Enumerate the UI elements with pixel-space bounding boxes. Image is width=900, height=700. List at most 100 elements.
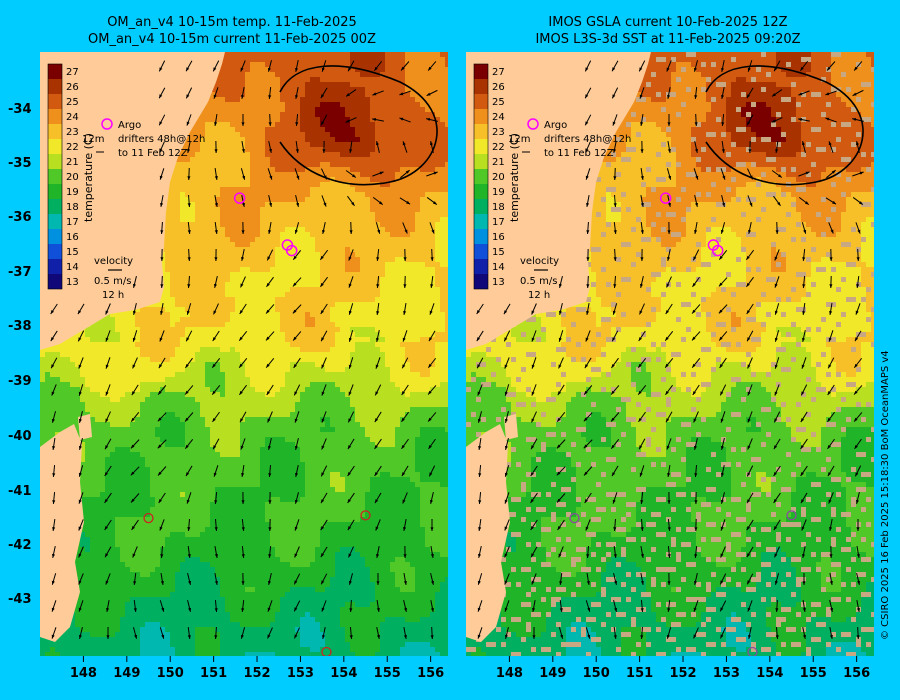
colorbar-tick-label: 24 bbox=[66, 112, 79, 123]
longitude-label: 152 bbox=[669, 666, 696, 681]
left-title-line1: OM_an_v4 10-15m temp. 11-Feb-2025 bbox=[107, 15, 357, 30]
longitude-label: 156 bbox=[843, 666, 870, 681]
colorbar-tick-label: 26 bbox=[492, 82, 505, 93]
latitude-label: -35 bbox=[8, 156, 32, 171]
left-panel-title: OM_an_v4 10-15m temp. 11-Feb-2025 OM_an_… bbox=[22, 14, 442, 48]
velocity-key-time: 12 h bbox=[528, 290, 550, 301]
colorbar-tick-label: 23 bbox=[492, 127, 505, 138]
right-panel-title: IMOS GSLA current 10-Feb-2025 12Z IMOS L… bbox=[458, 14, 878, 48]
satellite-sst-map[interactable]: 27 26 25 24 23 22 21 20 19 18 17 16 15 14 13 temperatur… bbox=[466, 52, 876, 658]
drifter-marker[interactable] bbox=[786, 510, 797, 521]
left-title-line2: OM_an_v4 10-15m current 11-Feb-2025 00Z bbox=[88, 32, 376, 47]
longitude-label: 148 bbox=[70, 666, 97, 681]
longitude-label: 156 bbox=[417, 666, 444, 681]
legend-depth-label: 12m bbox=[508, 134, 530, 145]
colorbar-tick-label: 13 bbox=[66, 277, 79, 288]
model-temperature-map[interactable]: 27 26 25 24 23 22 21 20 19 18 17 16 15 14 13 temperatur… bbox=[40, 52, 450, 658]
colorbar-tick-label: 20 bbox=[492, 172, 505, 183]
colorbar-tick-label: 22 bbox=[66, 142, 79, 153]
right-map-panel: 27 26 25 24 23 22 21 20 19 18 17 16 15 14 13 temperatur… bbox=[466, 52, 876, 660]
credit-text: © CSIRO 2025 16 Feb 2025 15:18:30 BoM Oc… bbox=[880, 350, 891, 640]
longitude-label: 155 bbox=[800, 666, 827, 681]
longitude-label: 152 bbox=[243, 666, 270, 681]
colorbar-tick-label: 20 bbox=[66, 172, 79, 183]
colorbar-tick-label: 24 bbox=[492, 112, 505, 123]
argo-float-marker[interactable] bbox=[659, 192, 672, 204]
right-title-line2: IMOS L3S-3d SST at 11-Feb-2025 09:20Z bbox=[535, 32, 801, 47]
drifter-marker[interactable] bbox=[143, 512, 154, 524]
colorbar-tick-label: 21 bbox=[66, 157, 79, 168]
argo-float-marker[interactable] bbox=[233, 192, 246, 204]
island bbox=[504, 414, 518, 440]
eddy-streamline bbox=[279, 65, 438, 186]
eddy-streamline bbox=[705, 65, 864, 186]
colorbar-tick-label: 15 bbox=[66, 247, 79, 258]
colorbar-tick-label: 18 bbox=[492, 202, 505, 213]
colorbar-tick-label: 18 bbox=[66, 202, 79, 213]
left-map-panel: 27 26 25 24 23 22 21 20 19 18 17 16 15 14 13 temperatur… bbox=[40, 52, 450, 660]
latitude-label: -38 bbox=[8, 319, 32, 334]
legend-depth-label: 12m bbox=[82, 134, 104, 145]
velocity-key-title: velocity bbox=[520, 256, 559, 267]
island bbox=[78, 414, 92, 440]
velocity-key-speed: 0.5 m/s bbox=[520, 276, 557, 287]
colorbar-tick-label: 17 bbox=[66, 217, 79, 228]
colorbar-tick-label: 14 bbox=[66, 262, 79, 273]
mainland-coast bbox=[466, 52, 651, 350]
latitude-label: -40 bbox=[8, 429, 32, 444]
latitude-label: -39 bbox=[8, 374, 32, 389]
colorbar-tick-label: 13 bbox=[492, 277, 505, 288]
longitude-label: 150 bbox=[157, 666, 184, 681]
legend-drifters-label: drifters 48h@12h bbox=[118, 134, 205, 145]
legend-drifters-time: to 11 Feb 12Z bbox=[118, 148, 188, 159]
colorbar-tick-label: 26 bbox=[66, 82, 79, 93]
argo-float-marker[interactable] bbox=[711, 244, 724, 257]
colorbar-tick-label: 16 bbox=[492, 232, 505, 243]
latitude-label: -41 bbox=[8, 484, 32, 499]
tasmania-coast bbox=[40, 424, 84, 642]
colorbar: 27 26 25 24 23 22 21 20 19 18 17 16 15 14 13 temperatur… bbox=[473, 63, 521, 290]
drifter-marker[interactable] bbox=[360, 510, 371, 521]
colorbar-axis-label: temperature (C) bbox=[82, 133, 95, 222]
colorbar-tick-label: 25 bbox=[66, 97, 79, 108]
argo-float-marker[interactable] bbox=[285, 244, 298, 257]
latitude-label: -34 bbox=[8, 102, 32, 117]
colorbar-tick-label: 14 bbox=[492, 262, 505, 273]
longitude-label: 148 bbox=[496, 666, 523, 681]
colorbar-tick-label: 21 bbox=[492, 157, 505, 168]
legend-argo-label: Argo bbox=[118, 120, 141, 131]
legend-argo-label: Argo bbox=[544, 120, 567, 131]
current-vectors bbox=[476, 60, 864, 640]
latitude-label: -36 bbox=[8, 210, 32, 225]
colorbar-axis-label: temperature (C) bbox=[508, 133, 521, 222]
longitude-label: 153 bbox=[713, 666, 740, 681]
mainland-coast bbox=[40, 52, 225, 350]
legend-drifters-time: to 11 Feb 12Z bbox=[544, 148, 614, 159]
latitude-label: -43 bbox=[8, 592, 32, 607]
latitude-label: -42 bbox=[8, 538, 32, 553]
marker-legend: Argo 12m drifters 48h@12h to 11 Feb 12Z bbox=[82, 118, 205, 159]
longitude-label: 151 bbox=[626, 666, 653, 681]
legend-drifters-label: drifters 48h@12h bbox=[544, 134, 631, 145]
longitude-label: 155 bbox=[374, 666, 401, 681]
longitude-label: 154 bbox=[330, 666, 357, 681]
drifter-marker[interactable] bbox=[569, 512, 580, 524]
longitude-label: 150 bbox=[583, 666, 610, 681]
argo-legend-icon bbox=[527, 118, 539, 130]
colorbar-tick-label: 23 bbox=[66, 127, 79, 138]
right-title-line1: IMOS GSLA current 10-Feb-2025 12Z bbox=[548, 15, 788, 30]
colorbar-tick-label: 25 bbox=[492, 97, 505, 108]
argo-legend-icon bbox=[101, 118, 113, 130]
longitude-label: 149 bbox=[539, 666, 566, 681]
longitude-label: 149 bbox=[113, 666, 140, 681]
colorbar-tick-label: 22 bbox=[492, 142, 505, 153]
colorbar-tick-label: 27 bbox=[492, 67, 505, 78]
longitude-label: 153 bbox=[287, 666, 314, 681]
colorbar-tick-label: 19 bbox=[66, 187, 79, 198]
velocity-key: velocity 0.5 m/s 12 h bbox=[94, 256, 133, 301]
colorbar-tick-label: 19 bbox=[492, 187, 505, 198]
colorbar-tick-label: 17 bbox=[492, 217, 505, 228]
velocity-key-title: velocity bbox=[94, 256, 133, 267]
latitude-label: -37 bbox=[8, 265, 32, 280]
colorbar-tick-label: 16 bbox=[66, 232, 79, 243]
